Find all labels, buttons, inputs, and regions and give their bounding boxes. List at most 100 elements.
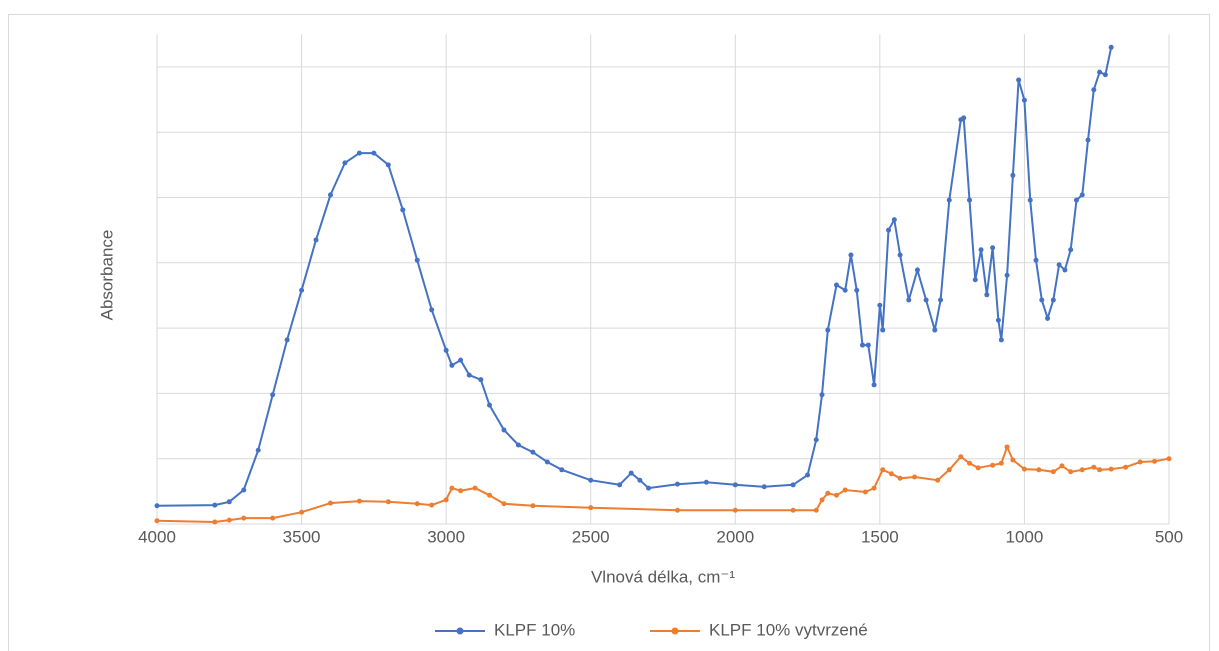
data-point [1036, 467, 1042, 473]
data-point [1152, 458, 1158, 464]
data-point [819, 497, 825, 503]
data-point [270, 515, 276, 521]
legend-label: KLPF 10% vytvrzené [709, 620, 868, 639]
data-point [990, 462, 996, 468]
data-point [1021, 97, 1027, 103]
chart-border [8, 14, 1210, 651]
data-point [998, 460, 1004, 466]
data-point [472, 485, 478, 491]
data-point [848, 252, 854, 258]
data-point [414, 257, 420, 263]
data-point [1085, 137, 1091, 143]
data-point [871, 382, 877, 388]
x-tick-label: 2000 [716, 527, 754, 546]
x-tick-label: 1000 [1006, 527, 1044, 546]
data-point [938, 297, 944, 303]
data-point [628, 470, 634, 476]
data-point [588, 477, 594, 483]
data-point [327, 500, 333, 506]
data-point [443, 497, 449, 503]
data-point [732, 507, 738, 513]
data-point [958, 454, 964, 460]
data-point [790, 482, 796, 488]
data-point [1137, 459, 1143, 465]
data-point [877, 302, 883, 308]
data-point [1062, 267, 1068, 273]
data-point [860, 342, 866, 348]
data-point [212, 519, 218, 525]
data-point [865, 342, 871, 348]
data-point [385, 162, 391, 168]
data-point [299, 509, 305, 515]
data-point [371, 150, 377, 156]
data-point [732, 482, 738, 488]
series-line [156, 444, 1170, 524]
x-tick-label: 4000 [138, 527, 176, 546]
data-point [897, 252, 903, 258]
data-point [284, 337, 290, 343]
data-point [813, 437, 819, 443]
data-point [241, 487, 247, 493]
data-point [588, 505, 594, 511]
data-point [886, 227, 892, 233]
y-axis-label: Absorbance [97, 230, 116, 321]
data-point [154, 503, 160, 509]
data-point [458, 488, 464, 494]
data-point [1097, 467, 1103, 473]
data-point [975, 465, 981, 471]
data-point [825, 490, 831, 496]
legend-label: KLPF 10% [494, 620, 575, 639]
x-tick-label: 3000 [427, 527, 465, 546]
data-point [356, 498, 362, 504]
data-point [313, 237, 319, 243]
data-point [880, 327, 886, 333]
data-point [1056, 262, 1062, 268]
data-point [1068, 247, 1074, 253]
data-point [990, 245, 996, 251]
data-point [978, 247, 984, 253]
data-point [646, 485, 652, 491]
data-point [946, 197, 952, 203]
data-point [1091, 464, 1097, 470]
data-point [703, 479, 709, 485]
data-point [226, 499, 232, 505]
data-point [1108, 466, 1114, 472]
data-point [327, 192, 333, 198]
data-point [897, 475, 903, 481]
data-point [1004, 272, 1010, 278]
data-point [212, 502, 218, 508]
data-point [984, 292, 990, 298]
data-point [842, 487, 848, 493]
data-point [1021, 466, 1027, 472]
data-point [478, 377, 484, 383]
data-point [342, 160, 348, 166]
data-point [1123, 464, 1129, 470]
data-point [544, 459, 550, 465]
data-point [458, 357, 464, 363]
data-point [1108, 44, 1114, 50]
data-point [385, 499, 391, 505]
data-point [356, 150, 362, 156]
data-point [912, 474, 918, 480]
data-point [617, 482, 623, 488]
data-point [559, 467, 565, 473]
data-point [1166, 456, 1172, 462]
data-point [998, 337, 1004, 343]
data-point [1102, 72, 1108, 78]
data-point [1033, 257, 1039, 263]
data-point [862, 489, 868, 495]
x-tick-label: 500 [1155, 527, 1183, 546]
data-point [871, 485, 877, 491]
data-point [833, 282, 839, 288]
x-tick-label: 1500 [861, 527, 899, 546]
data-point [1010, 457, 1016, 463]
data-point [449, 362, 455, 368]
x-axis-label: Vlnová délka, cm⁻¹ [591, 567, 735, 586]
data-point [1027, 197, 1033, 203]
data-point [880, 467, 886, 473]
data-point [501, 427, 507, 433]
data-point [961, 115, 967, 121]
x-tick-label: 2500 [572, 527, 610, 546]
series-line [156, 47, 1113, 507]
